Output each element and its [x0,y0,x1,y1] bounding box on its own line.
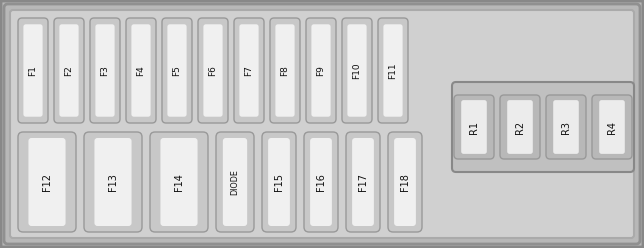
Text: F1: F1 [28,65,37,76]
Text: F7: F7 [245,65,254,76]
FancyBboxPatch shape [383,24,402,117]
FancyBboxPatch shape [162,18,192,123]
FancyBboxPatch shape [342,18,372,123]
Text: R1: R1 [469,121,479,133]
FancyBboxPatch shape [262,132,296,232]
FancyBboxPatch shape [216,132,254,232]
Text: F3: F3 [100,65,109,76]
FancyBboxPatch shape [28,138,66,226]
Text: R3: R3 [561,121,571,133]
FancyBboxPatch shape [150,132,208,232]
FancyBboxPatch shape [234,18,264,123]
FancyBboxPatch shape [310,138,332,226]
Text: F17: F17 [358,173,368,191]
FancyBboxPatch shape [276,24,294,117]
FancyBboxPatch shape [126,18,156,123]
FancyBboxPatch shape [352,138,374,226]
FancyBboxPatch shape [592,95,632,159]
FancyBboxPatch shape [452,82,634,172]
FancyBboxPatch shape [306,18,336,123]
Text: F18: F18 [400,173,410,191]
FancyBboxPatch shape [394,138,416,226]
Text: R4: R4 [607,121,617,133]
FancyBboxPatch shape [507,100,533,154]
FancyBboxPatch shape [268,138,290,226]
Text: F12: F12 [42,173,52,191]
FancyBboxPatch shape [304,132,338,232]
FancyBboxPatch shape [347,24,366,117]
Text: F11: F11 [388,62,397,79]
FancyBboxPatch shape [553,100,579,154]
FancyBboxPatch shape [204,24,223,117]
Text: F5: F5 [173,65,182,76]
Text: F14: F14 [174,173,184,191]
Text: F4: F4 [137,65,146,76]
FancyBboxPatch shape [95,138,131,226]
FancyBboxPatch shape [167,24,187,117]
Text: F2: F2 [64,65,73,76]
FancyBboxPatch shape [454,95,494,159]
FancyBboxPatch shape [10,10,634,238]
FancyBboxPatch shape [599,100,625,154]
FancyBboxPatch shape [160,138,198,226]
Text: R2: R2 [515,121,525,134]
Text: F8: F8 [281,65,290,76]
Text: F13: F13 [108,173,118,191]
Text: F10: F10 [352,62,361,79]
FancyBboxPatch shape [240,24,259,117]
FancyBboxPatch shape [500,95,540,159]
FancyBboxPatch shape [4,4,640,244]
FancyBboxPatch shape [546,95,586,159]
FancyBboxPatch shape [18,18,48,123]
Text: F9: F9 [316,65,325,76]
Text: F15: F15 [274,173,284,191]
FancyBboxPatch shape [346,132,380,232]
FancyBboxPatch shape [84,132,142,232]
FancyBboxPatch shape [90,18,120,123]
FancyBboxPatch shape [270,18,300,123]
FancyBboxPatch shape [18,132,76,232]
FancyBboxPatch shape [95,24,115,117]
FancyBboxPatch shape [59,24,79,117]
FancyBboxPatch shape [312,24,330,117]
FancyBboxPatch shape [461,100,487,154]
Text: DIODE: DIODE [231,169,240,195]
Text: F6: F6 [209,65,218,76]
FancyBboxPatch shape [23,24,43,117]
FancyBboxPatch shape [388,132,422,232]
FancyBboxPatch shape [54,18,84,123]
FancyBboxPatch shape [131,24,151,117]
FancyBboxPatch shape [198,18,228,123]
Text: F16: F16 [316,173,326,191]
FancyBboxPatch shape [223,138,247,226]
FancyBboxPatch shape [378,18,408,123]
